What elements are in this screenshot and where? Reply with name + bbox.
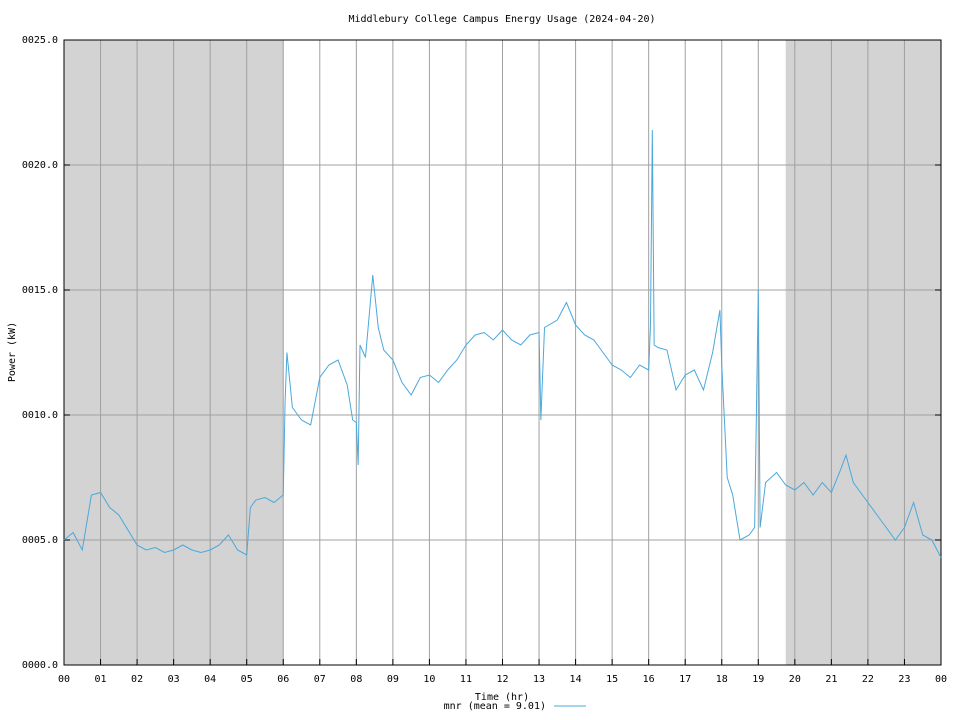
y-tick-label: 0020.0 xyxy=(22,160,58,171)
x-tick-label: 15 xyxy=(606,674,618,685)
y-tick-label: 0025.0 xyxy=(22,35,58,46)
x-tick-label: 22 xyxy=(862,674,874,685)
data-line xyxy=(63,129,942,558)
y-tick-label: 0000.0 xyxy=(22,660,58,671)
x-tick-label: 13 xyxy=(533,674,545,685)
x-tick-label: 02 xyxy=(131,674,143,685)
y-tick-label: 0015.0 xyxy=(22,285,58,296)
x-tick-label: 11 xyxy=(460,674,472,685)
chart-title: Middlebury College Campus Energy Usage (… xyxy=(348,14,655,25)
legend-label: mnr (mean = 9.01) xyxy=(444,701,546,712)
x-tick-label: 21 xyxy=(825,674,837,685)
x-tick-label: 08 xyxy=(350,674,362,685)
x-tick-label: 00 xyxy=(935,674,947,685)
x-tick-label: 01 xyxy=(95,674,107,685)
x-tick-label: 04 xyxy=(204,674,216,685)
x-tick-label: 00 xyxy=(58,674,70,685)
x-tick-label: 16 xyxy=(643,674,655,685)
x-tick-label: 09 xyxy=(387,674,399,685)
x-axis-label: Time (hr) xyxy=(475,692,529,703)
night-shade xyxy=(785,40,941,665)
x-tick-label: 07 xyxy=(314,674,326,685)
x-tick-label: 18 xyxy=(716,674,728,685)
x-tick-label: 05 xyxy=(241,674,253,685)
y-tick-label: 0005.0 xyxy=(22,535,58,546)
plot-frame xyxy=(63,39,942,666)
x-tick-label: 14 xyxy=(570,674,582,685)
x-tick-label: 12 xyxy=(496,674,508,685)
x-tick-label: 06 xyxy=(277,674,289,685)
y-tick-label: 0010.0 xyxy=(22,410,58,421)
x-tick-label: 19 xyxy=(752,674,764,685)
x-tick-label: 23 xyxy=(898,674,910,685)
x-tick-label: 17 xyxy=(679,674,691,685)
x-tick-label: 10 xyxy=(423,674,435,685)
x-tick-label: 03 xyxy=(168,674,180,685)
y-axis-label: Power (kW) xyxy=(7,322,18,382)
x-tick-label: 20 xyxy=(789,674,801,685)
